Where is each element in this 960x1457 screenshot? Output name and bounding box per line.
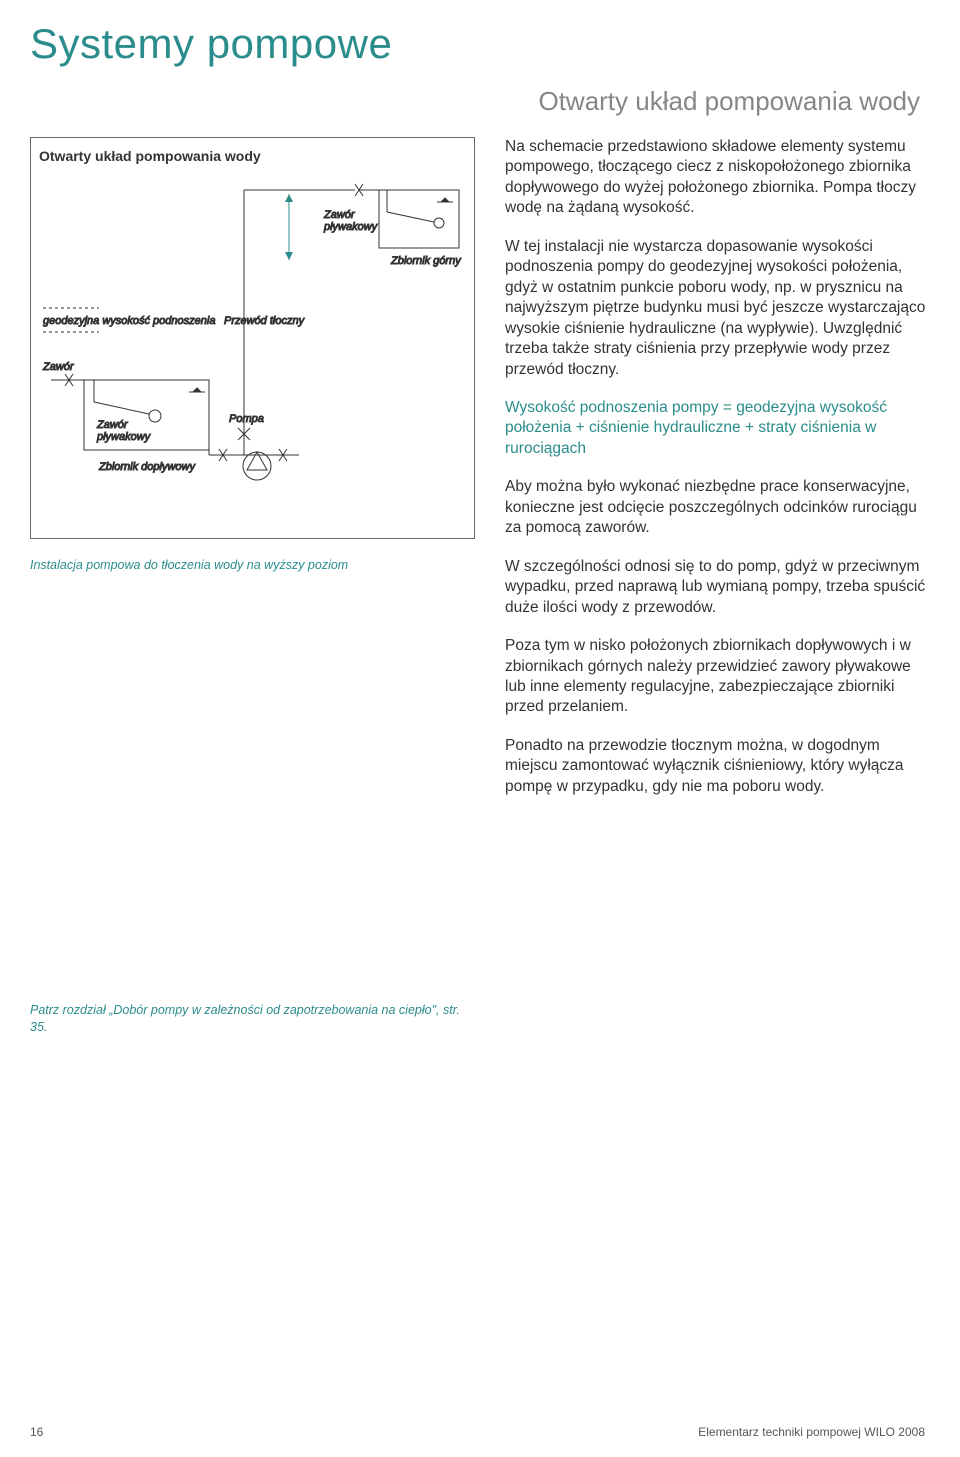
figure-container: Otwarty układ pompowania wody bbox=[30, 137, 475, 539]
paragraph: Poza tym w nisko położonych zbiornikach … bbox=[505, 636, 930, 718]
paragraph: Na schemacie przedstawiono składowe elem… bbox=[505, 137, 930, 219]
label-lower-float-2: pływakowy bbox=[96, 431, 152, 443]
label-upper-valve: Zawór bbox=[323, 209, 356, 221]
sidenote-reference: Patrz rozdział „Dobór pompy w zależności… bbox=[30, 1002, 475, 1036]
body-text: Na schemacie przedstawiono składowe elem… bbox=[505, 137, 930, 1054]
page-title: Systemy pompowe bbox=[30, 20, 930, 68]
figure-title: Otwarty układ pompowania wody bbox=[39, 148, 466, 164]
label-upper-valve-2: pływakowy bbox=[323, 221, 379, 233]
figure-caption: Instalacja pompowa do tłoczenia wody na … bbox=[30, 557, 475, 574]
diagram: Zawór pływakowy Zbiornik górny bbox=[39, 170, 466, 530]
label-pipe: Przewód tłoczny bbox=[224, 315, 306, 327]
section-title: Otwarty układ pompowania wody bbox=[30, 86, 930, 117]
paragraph: Ponadto na przewodzie tłocznym można, w … bbox=[505, 736, 930, 797]
label-upper-tank: Zbiornik górny bbox=[390, 255, 462, 267]
label-lower-tank: Zbiornik dopływowy bbox=[98, 461, 196, 473]
paragraph: W szczególności odnosi się to do pomp, g… bbox=[505, 557, 930, 618]
page-number: 16 bbox=[30, 1425, 43, 1439]
paragraph: W tej instalacji nie wystarcza dopasowan… bbox=[505, 237, 930, 380]
footer-book-title: Elementarz techniki pompowej WILO 2008 bbox=[698, 1425, 925, 1439]
paragraph-formula: Wysokość podnoszenia pompy = geodezyjna … bbox=[505, 398, 930, 459]
label-lower-float-1: Zawór bbox=[96, 419, 129, 431]
label-left-valve: Zawór bbox=[42, 361, 75, 373]
label-pump: Pompa bbox=[229, 413, 264, 425]
paragraph: Aby można było wykonać niezbędne prace k… bbox=[505, 477, 930, 538]
label-geodetic: geodezyjna wysokość podnoszenia bbox=[43, 315, 215, 327]
